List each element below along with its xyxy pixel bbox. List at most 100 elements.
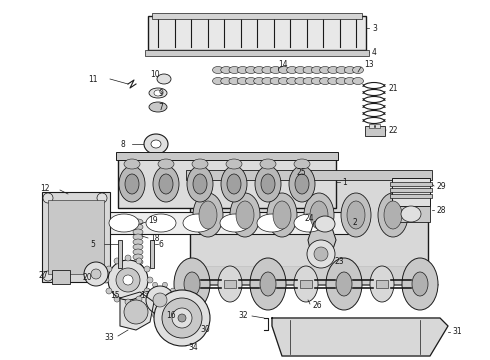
Text: 27: 27 [38,271,48,280]
Ellipse shape [163,313,168,318]
Ellipse shape [218,266,242,302]
Text: 5: 5 [90,239,95,248]
Text: 9: 9 [158,89,163,98]
Ellipse shape [314,247,328,261]
Ellipse shape [133,279,143,285]
Ellipse shape [158,159,174,169]
Text: 23: 23 [334,257,343,266]
Ellipse shape [133,239,143,245]
Polygon shape [120,292,154,330]
Ellipse shape [146,214,176,232]
Ellipse shape [245,67,256,73]
Ellipse shape [311,67,322,73]
Ellipse shape [133,219,143,225]
Ellipse shape [412,272,428,296]
Ellipse shape [328,77,339,85]
Ellipse shape [114,296,120,302]
Bar [190,175,428,267]
Ellipse shape [178,314,186,322]
Ellipse shape [294,266,318,302]
Text: 22: 22 [388,126,397,135]
Ellipse shape [295,67,306,73]
Ellipse shape [278,67,290,73]
Polygon shape [308,218,336,262]
Ellipse shape [344,77,355,85]
Bar [145,50,369,56]
Ellipse shape [229,67,240,73]
Ellipse shape [106,266,112,272]
Ellipse shape [133,254,143,260]
Ellipse shape [326,258,362,310]
Ellipse shape [123,275,133,285]
Ellipse shape [147,277,153,283]
Ellipse shape [171,307,175,312]
Ellipse shape [278,77,290,85]
Ellipse shape [260,159,276,169]
Ellipse shape [230,193,260,237]
Bar [390,188,432,192]
Text: 15: 15 [110,292,120,301]
Ellipse shape [213,77,223,85]
Bar [376,280,388,288]
Ellipse shape [236,201,254,229]
Ellipse shape [43,193,53,203]
Ellipse shape [220,77,232,85]
Ellipse shape [184,272,200,296]
Text: 14: 14 [278,59,288,68]
Ellipse shape [149,102,167,112]
Ellipse shape [304,193,334,237]
Ellipse shape [303,77,314,85]
Text: 33: 33 [104,333,114,342]
Text: 24: 24 [304,213,314,222]
Ellipse shape [125,299,131,305]
Ellipse shape [103,277,109,283]
Ellipse shape [119,166,145,202]
Ellipse shape [154,290,210,346]
Bar [152,13,362,19]
Ellipse shape [311,77,322,85]
Ellipse shape [287,67,297,73]
Bar [150,240,154,268]
Bar [148,16,366,50]
Ellipse shape [97,193,107,203]
Text: 3: 3 [372,23,377,32]
Text: 4: 4 [372,48,377,57]
Bar [392,178,430,206]
Ellipse shape [116,268,140,292]
Bar [118,156,336,208]
Ellipse shape [136,296,142,302]
Ellipse shape [133,234,143,240]
Ellipse shape [250,258,286,310]
Ellipse shape [307,240,335,268]
Ellipse shape [310,201,328,229]
Text: 31: 31 [452,328,462,337]
Bar [116,152,338,160]
Bar [48,200,104,274]
Ellipse shape [237,77,248,85]
Bar [390,194,432,198]
Ellipse shape [336,67,347,73]
Bar [392,206,430,222]
Bar [42,192,110,282]
Ellipse shape [294,159,310,169]
Bar [375,124,380,128]
Ellipse shape [124,300,148,324]
Ellipse shape [273,201,291,229]
Text: 11: 11 [88,75,98,84]
Ellipse shape [97,271,107,281]
Ellipse shape [172,308,192,328]
Ellipse shape [270,67,281,73]
Ellipse shape [220,214,250,232]
Text: 12: 12 [40,184,49,193]
Ellipse shape [133,284,143,290]
Ellipse shape [133,249,143,255]
Ellipse shape [237,67,248,73]
Text: 28: 28 [436,206,445,215]
Ellipse shape [125,255,131,261]
Ellipse shape [173,297,178,302]
Ellipse shape [254,67,265,73]
Ellipse shape [157,74,171,84]
Ellipse shape [226,159,242,169]
Ellipse shape [133,224,143,230]
Text: 21: 21 [388,84,397,93]
